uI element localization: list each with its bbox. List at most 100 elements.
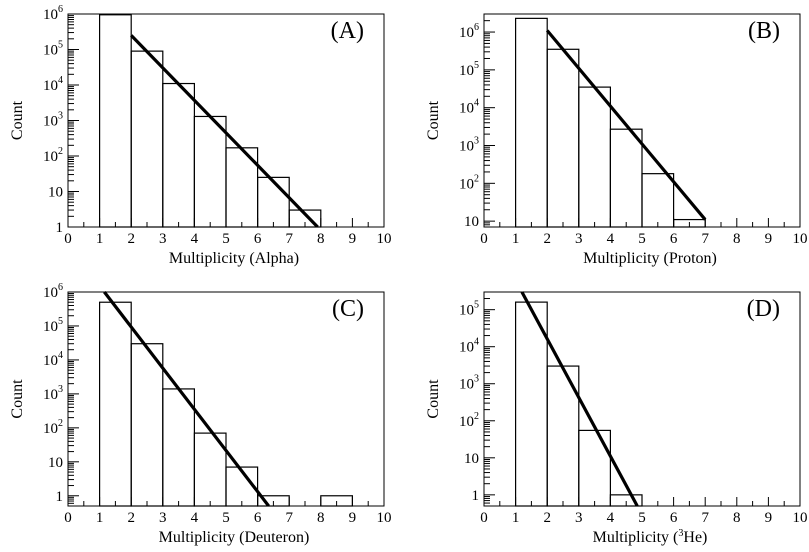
y-tick-label: 105	[459, 60, 479, 79]
histogram-bin	[193, 115, 227, 228]
fit-line	[520, 291, 639, 506]
y-tick-exponent: 4	[58, 75, 63, 86]
y-tick-base: 10	[43, 285, 58, 301]
y-tick-base: 10	[459, 63, 474, 79]
y-tick-base: 10	[43, 319, 58, 335]
y-axis-title: Count	[425, 379, 442, 419]
y-tick-base: 10	[48, 455, 63, 471]
panel-label: (D)	[747, 296, 780, 322]
y-tick-label: 10	[48, 455, 63, 471]
histogram-bin	[98, 301, 132, 507]
y-tick-base: 10	[43, 78, 58, 94]
y-tick-base: 10	[464, 451, 479, 467]
y-tick-label: 106	[43, 282, 63, 301]
y-tick-base: 10	[43, 421, 58, 437]
y-tick-label: 102	[43, 418, 63, 437]
y-tick-exponent: 3	[474, 374, 479, 385]
y-tick-base: 10	[459, 101, 474, 117]
x-tick-label: 6	[670, 231, 678, 247]
y-tick-label: 102	[43, 146, 63, 165]
histogram-bin	[514, 17, 548, 228]
y-tick-label: 102	[459, 411, 479, 430]
x-tick-label: 4	[607, 510, 615, 526]
y-tick-base: 10	[464, 214, 479, 230]
y-tick-label: 10	[464, 451, 479, 467]
y-tick-exponent: 5	[58, 316, 63, 327]
y-tick-base: 10	[459, 340, 474, 356]
y-tick-exponent: 3	[474, 136, 479, 147]
y-tick-base: 10	[43, 43, 58, 59]
y-tick-exponent: 2	[58, 146, 63, 157]
x-axis-title-text: Multiplicity (	[593, 529, 679, 546]
x-tick-label: 0	[64, 231, 72, 247]
histogram-bin	[609, 128, 643, 228]
histogram-bin	[162, 388, 196, 507]
x-tick-label: 7	[701, 510, 709, 526]
x-axis-title-text: Multiplicity (Alpha)	[169, 250, 299, 267]
y-tick-base: 10	[459, 139, 474, 155]
x-tick-label: 2	[543, 231, 551, 247]
x-tick-label: 1	[512, 510, 520, 526]
y-tick-base: 10	[48, 185, 63, 201]
x-tick-label: 9	[349, 231, 357, 247]
y-tick-label: 103	[43, 111, 63, 130]
x-tick-label: 7	[285, 510, 293, 526]
y-tick-label: 105	[43, 316, 63, 335]
x-axis-title: Multiplicity (Deuteron)	[159, 529, 310, 546]
y-tick-label: 10	[48, 185, 63, 201]
y-tick-exponent: 2	[474, 173, 479, 184]
x-tick-label: 8	[733, 510, 741, 526]
x-axis-title: Multiplicity (Alpha)	[169, 250, 299, 267]
x-tick-label: 6	[254, 510, 262, 526]
y-tick-exponent: 5	[474, 60, 479, 71]
x-tick-label: 3	[159, 510, 167, 526]
x-tick-label: 8	[733, 231, 741, 247]
histogram-bin	[130, 50, 164, 228]
x-tick-label: 4	[191, 510, 199, 526]
histogram-bin	[162, 82, 196, 228]
x-tick-label: 6	[254, 231, 262, 247]
y-tick-base: 10	[43, 387, 58, 403]
y-axis-title: Count	[9, 100, 26, 140]
x-tick-label: 9	[349, 510, 357, 526]
x-tick-label: 3	[575, 510, 583, 526]
x-axis-title: Multiplicity (3He)	[593, 528, 708, 546]
y-axis-title: Count	[9, 379, 26, 419]
histogram-bin	[578, 86, 611, 228]
histogram-bin	[130, 343, 164, 507]
y-tick-label: 102	[459, 173, 479, 192]
x-tick-label: 6	[670, 510, 678, 526]
y-tick-exponent: 3	[58, 111, 63, 122]
x-tick-label: 3	[159, 231, 167, 247]
x-tick-label: 10	[377, 231, 392, 247]
x-tick-label: 1	[96, 231, 104, 247]
x-tick-label: 2	[543, 510, 551, 526]
y-tick-label: 103	[459, 374, 479, 393]
x-tick-label: 1	[512, 231, 520, 247]
x-axis-title-text-end: He)	[683, 529, 707, 546]
x-tick-label: 5	[638, 510, 646, 526]
x-tick-label: 10	[377, 510, 392, 526]
panel-label: (C)	[332, 296, 364, 322]
y-tick-label: 103	[459, 136, 479, 155]
y-tick-base: 10	[43, 149, 58, 165]
y-tick-label: 10	[464, 214, 479, 230]
y-tick-exponent: 3	[58, 384, 63, 395]
x-tick-label: 9	[765, 510, 773, 526]
fit-line	[103, 291, 270, 506]
x-tick-label: 10	[793, 510, 808, 526]
y-tick-label: 104	[459, 337, 479, 356]
x-axis-title-text: Multiplicity (Deuteron)	[159, 529, 310, 546]
x-tick-label: 8	[317, 231, 325, 247]
y-tick-label: 1	[56, 489, 64, 505]
histogram-bin	[578, 429, 611, 507]
y-tick-base: 10	[459, 414, 474, 430]
fit-line	[545, 29, 707, 221]
x-tick-label: 1	[96, 510, 104, 526]
y-tick-base: 10	[43, 114, 58, 130]
x-axis-title-text: Multiplicity (Proton)	[583, 250, 717, 267]
y-tick-base: 1	[56, 489, 64, 505]
